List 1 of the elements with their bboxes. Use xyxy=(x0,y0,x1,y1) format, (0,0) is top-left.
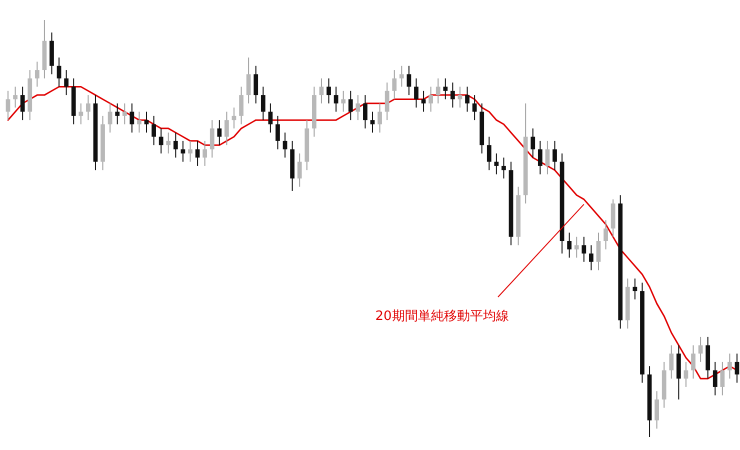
annotation: 20期間単純移動平均線 xyxy=(375,309,509,324)
